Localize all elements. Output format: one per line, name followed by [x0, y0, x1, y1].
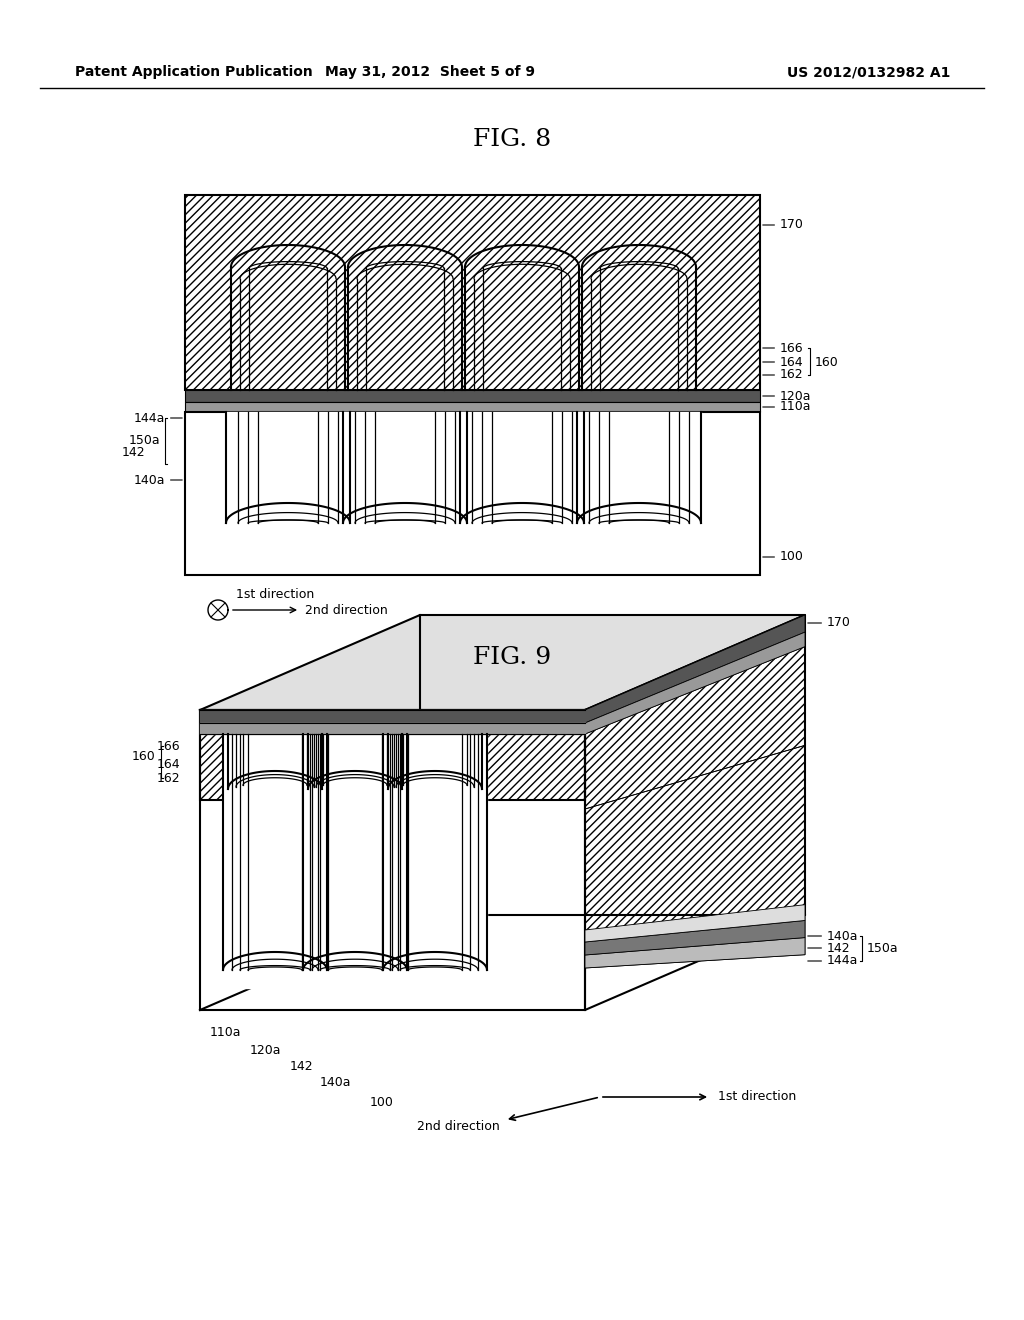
- Bar: [577, 412, 605, 523]
- Polygon shape: [200, 710, 585, 1010]
- Polygon shape: [383, 734, 487, 987]
- Text: 144a: 144a: [133, 412, 182, 425]
- Bar: [322, 412, 350, 523]
- Text: 120a: 120a: [763, 389, 811, 403]
- Text: 1st direction: 1st direction: [718, 1090, 797, 1104]
- Text: US 2012/0132982 A1: US 2012/0132982 A1: [786, 65, 950, 79]
- Text: 144a: 144a: [808, 954, 858, 968]
- Text: 100: 100: [763, 550, 804, 564]
- Text: 140a: 140a: [808, 929, 858, 942]
- Text: 142: 142: [122, 446, 145, 458]
- Text: 1st direction: 1st direction: [236, 587, 314, 601]
- Polygon shape: [303, 734, 407, 987]
- Text: 150a: 150a: [867, 941, 899, 954]
- Text: 166: 166: [157, 739, 180, 752]
- Text: FIG. 9: FIG. 9: [473, 647, 551, 669]
- Text: 170: 170: [808, 616, 851, 630]
- Polygon shape: [585, 904, 805, 942]
- Polygon shape: [585, 920, 805, 954]
- Text: 160: 160: [131, 750, 155, 763]
- Bar: [383, 734, 407, 970]
- Text: 2nd direction: 2nd direction: [417, 1121, 500, 1134]
- Text: 150a: 150a: [128, 433, 160, 446]
- Text: FIG. 8: FIG. 8: [473, 128, 551, 152]
- Text: 100: 100: [370, 1096, 394, 1109]
- Polygon shape: [577, 412, 701, 543]
- Bar: [460, 412, 488, 523]
- Bar: [383, 734, 407, 970]
- Polygon shape: [226, 412, 350, 543]
- Text: 140a: 140a: [133, 474, 182, 487]
- Bar: [439, 412, 467, 523]
- Polygon shape: [200, 615, 805, 710]
- Bar: [200, 710, 585, 800]
- Text: 142: 142: [290, 1060, 313, 1073]
- Text: Patent Application Publication: Patent Application Publication: [75, 65, 312, 79]
- Polygon shape: [585, 632, 805, 734]
- Text: 164: 164: [157, 758, 180, 771]
- Text: 2nd direction: 2nd direction: [305, 603, 388, 616]
- Text: 110a: 110a: [210, 1026, 242, 1039]
- Bar: [185, 195, 760, 389]
- Text: 142: 142: [808, 941, 851, 954]
- Bar: [185, 403, 760, 412]
- Bar: [343, 412, 371, 523]
- Bar: [303, 734, 327, 970]
- Bar: [226, 412, 254, 523]
- Bar: [303, 734, 327, 970]
- Polygon shape: [343, 412, 467, 543]
- Polygon shape: [585, 937, 805, 968]
- Polygon shape: [460, 412, 584, 543]
- Polygon shape: [200, 723, 585, 734]
- Bar: [185, 389, 760, 403]
- Bar: [185, 412, 760, 576]
- Text: 164: 164: [763, 355, 804, 368]
- Bar: [556, 412, 584, 523]
- Text: 110a: 110a: [763, 400, 811, 413]
- Text: 162: 162: [763, 368, 804, 381]
- Bar: [223, 734, 247, 970]
- Polygon shape: [200, 710, 585, 723]
- Text: 166: 166: [763, 342, 804, 355]
- Polygon shape: [223, 734, 327, 987]
- Text: 140a: 140a: [319, 1076, 351, 1089]
- Polygon shape: [585, 615, 805, 1010]
- Bar: [463, 734, 487, 970]
- Bar: [673, 412, 701, 523]
- Polygon shape: [585, 615, 805, 723]
- Text: 170: 170: [763, 219, 804, 231]
- Text: 120a: 120a: [250, 1044, 282, 1056]
- Text: 160: 160: [815, 355, 839, 368]
- Text: 162: 162: [157, 771, 180, 784]
- Text: May 31, 2012  Sheet 5 of 9: May 31, 2012 Sheet 5 of 9: [325, 65, 535, 79]
